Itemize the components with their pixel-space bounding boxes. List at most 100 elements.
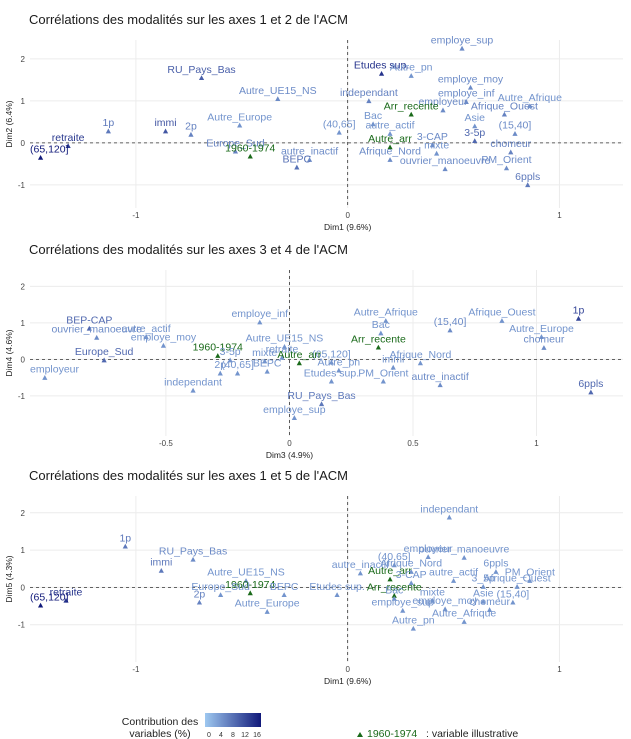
- point-label: autre_inactif: [332, 559, 389, 571]
- point-label: Etudes sup.: [309, 581, 364, 593]
- point-label: Afrique_Nord: [389, 349, 451, 361]
- point-label: immi: [150, 557, 172, 569]
- point-label: Autre_UE15_NS: [207, 567, 285, 579]
- point-marker: [387, 131, 393, 136]
- point-marker: [472, 138, 478, 143]
- point-marker: [86, 325, 92, 331]
- point-marker: [391, 562, 397, 568]
- y-tick-label: -1: [18, 621, 26, 630]
- point-label: Asie: [473, 588, 494, 600]
- x-tick-label: -0.5: [159, 439, 173, 448]
- colorbar-tick-label: 12: [241, 732, 249, 739]
- point-label: 1p: [103, 117, 115, 129]
- point-marker: [588, 389, 594, 395]
- point-marker: [227, 357, 233, 363]
- point-marker: [63, 597, 69, 603]
- point-label: Arr_recente: [384, 100, 439, 112]
- chart-title-2: Corrélations des modalités sur les axes …: [29, 242, 348, 257]
- point-marker: [442, 606, 448, 612]
- point-label: Afrique_Ouest: [471, 100, 538, 112]
- point-label: chomeur: [490, 138, 531, 150]
- point-marker: [318, 401, 325, 407]
- point-marker: [480, 598, 486, 604]
- point-marker: [527, 103, 533, 109]
- point-label: employe_moy: [131, 332, 197, 344]
- point-label: BEP-CAP: [66, 314, 112, 326]
- point-label: 2p: [214, 359, 226, 371]
- point-marker: [408, 73, 414, 78]
- chart-axes-1-5: -1 0 1 -1 0 1 2 Dim1 (9.6%) Dim5 (4.3%) independa…: [4, 496, 623, 686]
- chart-title-1: Corrélations des modalités sur les axes …: [29, 12, 348, 27]
- point-label: (15,40]: [499, 120, 532, 132]
- point-label: immi: [382, 353, 404, 365]
- point-marker: [264, 368, 270, 374]
- x-tick-label: -1: [132, 211, 140, 220]
- point-marker: [37, 155, 44, 160]
- point-label: 1p: [573, 305, 585, 317]
- point-marker: [538, 334, 545, 339]
- y-tick-label: 1: [21, 319, 26, 328]
- point-label: 3-CAP: [396, 569, 427, 581]
- point-marker: [122, 543, 128, 549]
- point-label: autre_inactif: [281, 146, 338, 158]
- point-label: RU_Pays_Bas: [167, 64, 235, 76]
- point-marker: [425, 554, 431, 560]
- legend: Contribution des variables (%) 0 4 8 12 16 1…: [122, 713, 518, 739]
- point-label: ouvrier_manoeuvre: [419, 544, 510, 556]
- point-label: Afrique_Nord: [380, 558, 442, 570]
- point-marker: [480, 584, 486, 589]
- point-label: (65,120]: [30, 144, 69, 156]
- point-label: autre_actif: [366, 120, 415, 132]
- point-label: Europe_Sud: [191, 581, 250, 593]
- illustrative-marker-label: 1960-1974: [367, 728, 417, 739]
- point-label: 3_5p: [472, 573, 496, 585]
- point-label: Asie: [465, 112, 486, 124]
- point-label: Arr_recente: [351, 333, 406, 345]
- point-marker: [493, 569, 499, 574]
- point-label: Bac: [372, 319, 390, 331]
- point-label: 6ppls: [578, 378, 603, 390]
- x-tick-label: 1: [557, 665, 562, 674]
- point-marker: [275, 96, 281, 101]
- point-label: Autre_arr: [277, 349, 321, 361]
- point-marker: [370, 121, 376, 127]
- point-marker: [447, 327, 453, 333]
- point-label: immi: [154, 117, 176, 129]
- chart-title-3: Corrélations des modalités sur les axes …: [29, 468, 348, 483]
- point-label: 1960-1974: [225, 579, 275, 591]
- point-marker: [291, 415, 297, 420]
- point-marker: [162, 128, 169, 134]
- point-label: mixte: [424, 139, 449, 151]
- point-label: BEPC: [270, 581, 299, 593]
- point-marker: [336, 367, 342, 373]
- point-label: mixte: [420, 586, 445, 598]
- point-marker: [499, 318, 505, 323]
- point-label: Autre_pn: [318, 356, 361, 368]
- y-tick-label: 0: [21, 355, 26, 364]
- point-label: ouvrier_manoeuvre: [51, 323, 142, 335]
- point-marker: [408, 569, 414, 574]
- point-marker: [105, 128, 111, 134]
- point-label: Bac: [385, 585, 403, 597]
- point-label: Autre_Europe: [207, 111, 272, 123]
- illustrative-marker-icon: [357, 732, 363, 737]
- point-marker: [429, 142, 435, 148]
- point-marker: [503, 165, 510, 171]
- point-label: chomeur: [469, 596, 510, 608]
- point-label: Afrique_Nord: [359, 146, 421, 158]
- y-tick-label: 0: [21, 583, 26, 592]
- point-marker: [143, 334, 149, 339]
- point-label: 1960-1974: [225, 142, 275, 154]
- point-marker: [408, 111, 414, 117]
- point-marker: [383, 318, 389, 323]
- colorbar-tick-label: 16: [253, 732, 261, 739]
- point-label: Afrique_Ouest: [468, 307, 535, 319]
- point-marker: [42, 375, 48, 380]
- point-marker: [446, 514, 452, 520]
- point-label: employe_moy: [412, 595, 478, 607]
- point-label: Autre_pn: [392, 614, 435, 626]
- point-label: mixte: [252, 347, 277, 359]
- point-label: independant: [164, 376, 222, 388]
- y-tick-label: -1: [18, 392, 26, 401]
- point-label: employeur: [30, 364, 80, 376]
